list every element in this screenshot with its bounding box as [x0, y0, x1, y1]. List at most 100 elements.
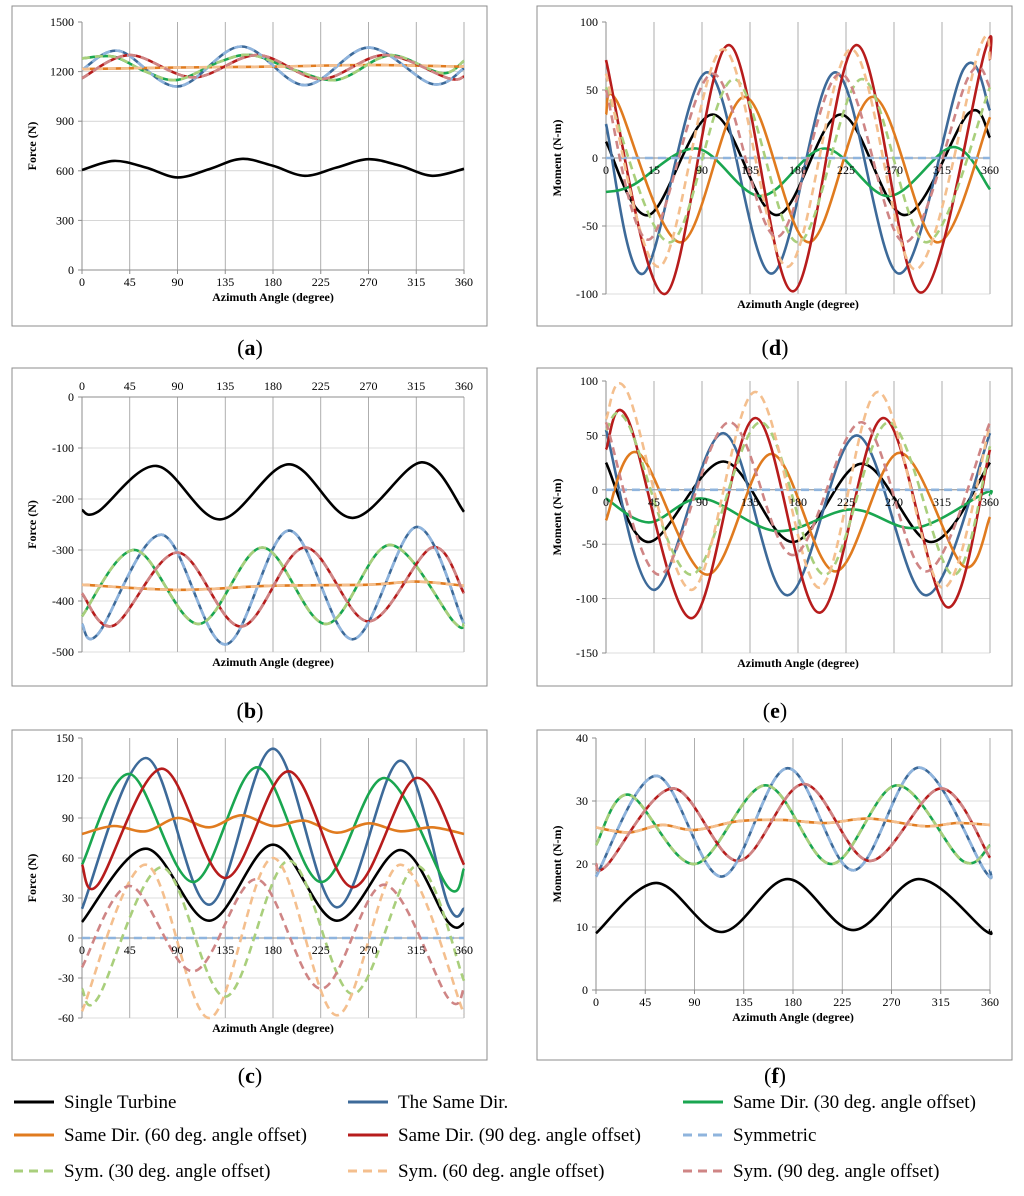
x-tick-label: 0 — [603, 495, 609, 509]
x-tick-label: 45 — [648, 495, 660, 509]
legend-item-same90: Same Dir. (90 deg. angle offset) — [348, 1125, 641, 1146]
x-tick-label: 45 — [124, 379, 136, 393]
legend-label: Symmetric — [733, 1125, 816, 1146]
y-axis-title: Force (N) — [25, 500, 39, 549]
y-tick-label: 30 — [576, 794, 588, 808]
x-tick-label: 360 — [981, 163, 999, 177]
y-tick-label: 50 — [586, 428, 598, 442]
x-tick-label: 135 — [216, 943, 234, 957]
x-tick-label: 225 — [837, 163, 855, 177]
y-axis-title: Force (N) — [25, 122, 39, 171]
x-tick-label: 180 — [789, 495, 807, 509]
x-tick-label: 225 — [312, 379, 330, 393]
y-tick-label: -50 — [582, 219, 598, 233]
x-tick-label: 315 — [933, 495, 951, 509]
x-tick-label: 90 — [696, 495, 708, 509]
panel-label-a: (a) — [237, 335, 263, 360]
x-tick-label: 0 — [79, 379, 85, 393]
y-tick-label: 900 — [56, 114, 74, 128]
series-line-sym60 — [80, 856, 466, 1020]
series-line-sym90 — [81, 53, 465, 81]
x-tick-label: 180 — [789, 163, 807, 177]
series-line-sym90 — [80, 546, 466, 628]
y-tick-label: -150 — [576, 646, 598, 660]
series-line-sym60 — [81, 63, 465, 71]
chart-panel-e: 0 45 90 135 180 225 270 315 360 -150 -100 -50 0 50 100… — [536, 367, 1013, 687]
series-line-sym30 — [81, 53, 465, 82]
x-tick-label: 90 — [696, 163, 708, 177]
legend-label: Same Dir. (30 deg. angle offset) — [733, 1092, 976, 1113]
chart-panel-f: 0 45 90 135 180 225 270 315 360 0 10 20 30 40 Azimuth … — [536, 729, 1013, 1061]
y-tick-label: -500 — [52, 645, 74, 659]
series-line-sym30 — [80, 543, 466, 630]
y-tick-label: 1200 — [50, 65, 74, 79]
x-tick-label: 180 — [264, 943, 282, 957]
x-tick-label: 270 — [360, 275, 378, 289]
x-tick-label: 15 — [648, 163, 660, 177]
x-tick-label: 90 — [689, 995, 701, 1009]
panel-label-e: (e) — [763, 698, 787, 723]
legend-item-sym90: Sym. (90 deg. angle offset) — [683, 1161, 940, 1182]
x-axis-title: Azimuth Angle (degree) — [212, 1021, 334, 1035]
legend-label: Sym. (60 deg. angle offset) — [398, 1161, 605, 1182]
x-tick-label: 45 — [124, 275, 136, 289]
series-line-single — [81, 157, 465, 179]
x-tick-label: 225 — [312, 275, 330, 289]
legend-label: Sym. (30 deg. angle offset) — [64, 1161, 271, 1182]
y-tick-label: 0 — [592, 151, 598, 165]
legend-item-same: The Same Dir. — [348, 1092, 508, 1113]
legend-label: Same Dir. (60 deg. angle offset) — [64, 1125, 307, 1146]
x-axis-title: Azimuth Angle (degree) — [737, 656, 859, 670]
y-tick-label: 10 — [576, 920, 588, 934]
series-line-sym60 — [604, 34, 992, 271]
x-tick-label: 180 — [264, 379, 282, 393]
x-tick-label: 270 — [360, 943, 378, 957]
y-tick-label: 50 — [586, 83, 598, 97]
x-tick-label: 225 — [312, 943, 330, 957]
x-tick-label: 0 — [79, 275, 85, 289]
x-tick-label: 45 — [639, 995, 651, 1009]
y-tick-label: -60 — [58, 1011, 74, 1025]
x-tick-label: 315 — [407, 275, 425, 289]
y-tick-label: 60 — [62, 851, 74, 865]
x-tick-label: 315 — [407, 379, 425, 393]
panel-label-f: (f) — [764, 1063, 786, 1088]
y-tick-label: -100 — [52, 441, 74, 455]
y-tick-label: 1500 — [50, 15, 74, 29]
series-line-sym — [594, 766, 993, 880]
x-tick-label: 45 — [124, 943, 136, 957]
x-tick-label: 270 — [883, 995, 901, 1009]
y-tick-label: 0 — [68, 263, 74, 277]
legend-label: The Same Dir. — [398, 1092, 508, 1113]
x-axis-title: Azimuth Angle (degree) — [212, 655, 334, 669]
x-tick-label: 0 — [593, 995, 599, 1009]
y-axis-title: Moment (N-m) — [550, 120, 564, 197]
y-tick-label: -400 — [52, 594, 74, 608]
y-tick-label: 100 — [580, 374, 598, 388]
chart-panel-c: 0 45 90 135 180 225 270 315 360 -60 -30 0 30 60 90 120 1… — [11, 729, 488, 1061]
series-line-sym90 — [80, 878, 466, 1006]
y-tick-label: 0 — [68, 931, 74, 945]
y-tick-label: -100 — [576, 287, 598, 301]
series-line-same90 — [604, 408, 992, 620]
x-tick-label: 225 — [833, 995, 851, 1009]
x-tick-label: 270 — [885, 163, 903, 177]
series-line-sym — [81, 45, 465, 88]
x-tick-label: 135 — [741, 163, 759, 177]
x-tick-label: 360 — [455, 379, 473, 393]
panel-label-c: (c) — [238, 1063, 262, 1088]
x-axis-title: Azimuth Angle (degree) — [732, 1010, 854, 1024]
series-line-sym30 — [604, 411, 992, 577]
x-tick-label: 360 — [455, 943, 473, 957]
y-tick-label: 100 — [580, 15, 598, 29]
y-tick-label: 40 — [576, 731, 588, 745]
x-tick-label: 0 — [603, 163, 609, 177]
y-tick-label: -30 — [58, 971, 74, 985]
y-tick-label: 120 — [56, 771, 74, 785]
series-line-sym60 — [595, 817, 991, 834]
y-tick-label: -300 — [52, 543, 74, 557]
y-tick-label: 150 — [56, 731, 74, 745]
panel-label-b: (b) — [237, 698, 264, 723]
series-line-same60 — [604, 450, 992, 577]
y-tick-label: 0 — [68, 390, 74, 404]
